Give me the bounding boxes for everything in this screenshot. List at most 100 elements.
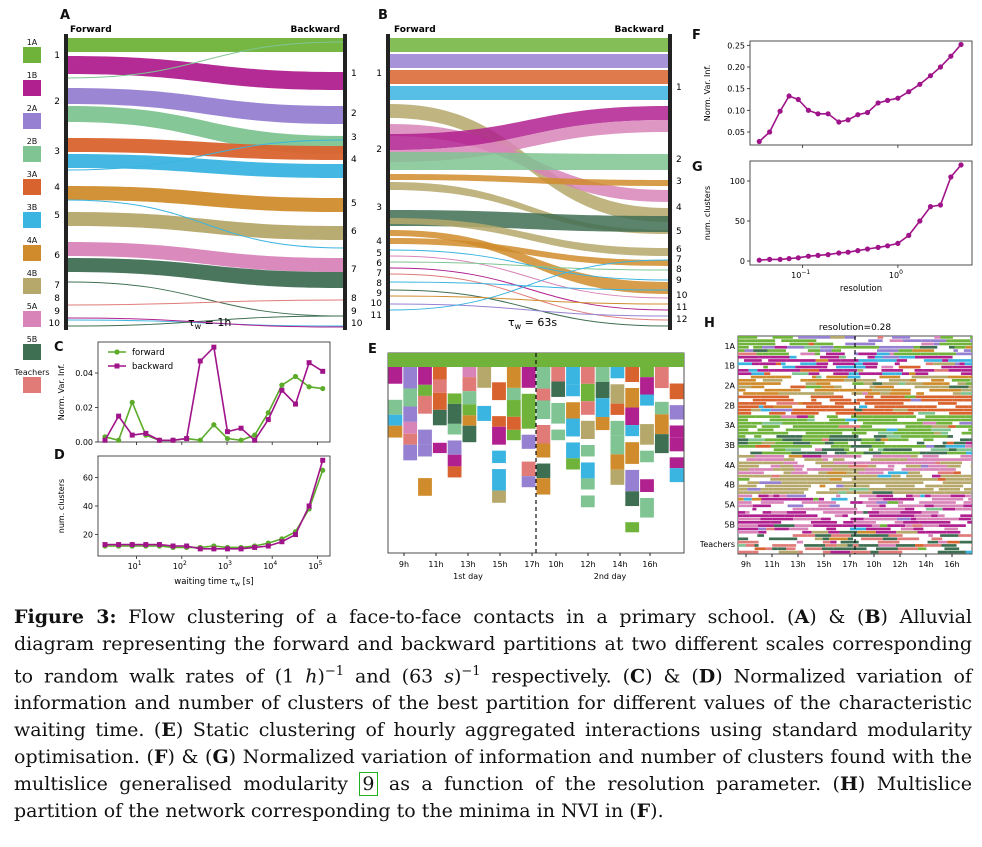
legend-item: 3B [14,203,50,228]
partition-cell [955,507,963,511]
partition-cell [898,451,903,455]
partition-cell [935,355,953,359]
data-point [836,250,842,256]
partition-cell [877,336,884,339]
partition-cell [808,362,817,366]
partition-cell [967,514,972,518]
data-point [197,437,203,443]
partition-cell [881,369,904,372]
alluvial-flow [68,138,343,160]
partition-cell [923,359,943,362]
partition-cell [761,425,780,428]
partition-cell [970,336,972,339]
data-point [252,544,258,550]
heatmap-cell [447,423,462,435]
partition-cell [770,445,791,448]
alluvial-thread [389,295,669,305]
partition-cell [865,365,878,369]
partition-cell [805,385,822,389]
partition-cell [882,372,896,376]
partition-cell [761,382,781,385]
caption-exponent: −1 [324,664,345,679]
partition-cell [833,345,842,349]
partition-cell [819,369,826,372]
partition-cell [838,435,859,438]
partition-cell [760,408,771,412]
partition-cell [791,471,808,475]
partition-cell [823,511,844,514]
partition-cell [815,359,829,362]
partition-cell [860,484,870,488]
partition-cell [752,550,759,554]
legend-swatch [23,278,41,294]
partition-cell [964,494,971,498]
partition-cell [920,494,925,498]
partition-cell [920,352,939,356]
partition-cell [815,448,823,452]
partition-cell [743,497,752,501]
partition-cell [896,530,918,534]
partition-cell [745,339,758,343]
partition-cell [798,550,803,554]
partition-cell [773,468,781,471]
partition-cell [804,474,825,478]
partition-cell [969,438,972,442]
partition-cell [877,448,884,452]
legend-swatch [23,113,41,129]
partition-cell [968,395,972,399]
heatmap-cell [580,401,595,415]
citation-link[interactable]: 9 [359,772,378,797]
partition-cell [813,524,820,527]
partition-cell [807,415,815,418]
partition-cell [738,461,744,465]
partition-cell [897,537,920,541]
partition-cell [868,487,888,491]
x-tick-label: 13h [790,560,805,569]
partition-cell [910,454,918,458]
partition-cell [772,517,794,521]
partition-cell [758,530,767,534]
partition-cell [876,428,887,432]
partition-cell [880,438,889,442]
x-tick-label: 12h [580,560,595,569]
partition-cell [764,388,775,392]
x-axis-label-subscript: w [235,581,240,588]
caption-math: s [444,665,454,688]
partition-cell [792,372,809,376]
partition-cell [841,345,855,349]
partition-cell [937,550,948,554]
partition-cell [827,471,847,475]
partition-cell [877,411,898,415]
panel-label-c: C [54,340,64,355]
partition-cell [948,388,962,392]
partition-cell [738,504,747,508]
partition-cell [948,448,957,452]
partition-cell [772,336,793,339]
cluster-label-right: 6 [351,227,357,237]
data-point [292,532,298,538]
partition-cell [875,372,883,376]
data-point [906,232,912,238]
heatmap-cell [625,442,640,464]
cluster-label-right: 8 [351,294,357,304]
partition-cell [921,339,931,343]
partition-cell [800,378,808,382]
heatmap-cell [462,367,477,378]
partition-cell [760,398,778,402]
caption-ref-h: H [839,773,858,796]
data-point [320,368,326,374]
partition-cell [895,405,909,409]
x-tick-exponent: 3 [228,560,232,567]
partition-cell [775,441,794,445]
partition-cell [891,398,911,402]
cluster-label-left: 8 [376,279,382,289]
partition-cell [804,411,819,415]
partition-cell [749,402,767,405]
partition-cell [806,468,812,471]
y-tick-label: 0.02 [75,404,93,413]
partition-cell [965,441,972,445]
partition-cell [868,478,890,481]
partition-cell [751,362,760,366]
alluvial-thread [389,289,669,327]
